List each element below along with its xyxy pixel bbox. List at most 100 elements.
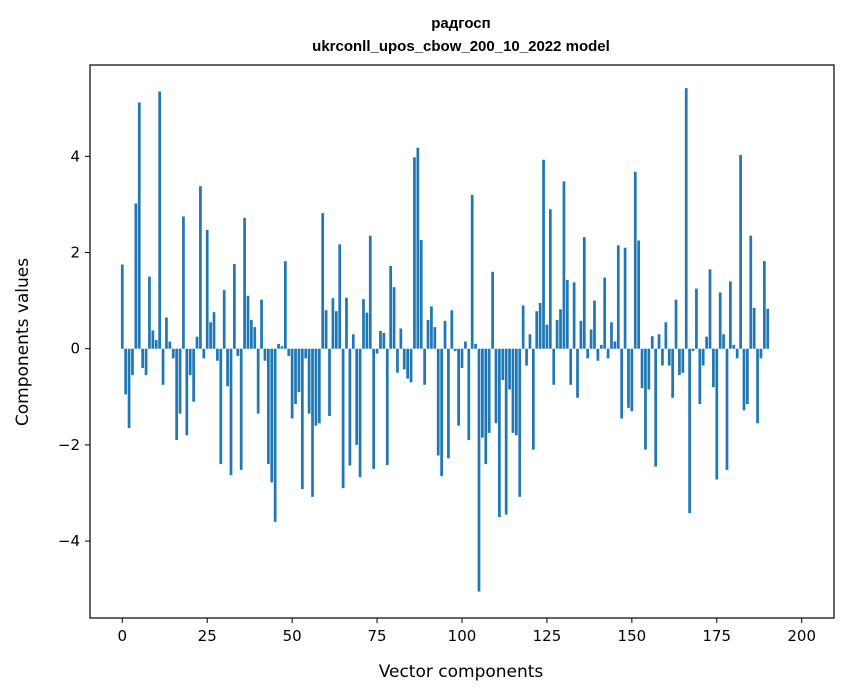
bar-13 (165, 317, 168, 349)
bar-89 (423, 348, 426, 385)
bar-143 (606, 348, 610, 359)
bar-45 (273, 348, 277, 522)
x-tick-label: 25 (198, 627, 217, 645)
bar-97 (450, 310, 454, 349)
bar-148 (623, 247, 627, 349)
chart-subtitle: ukrconll_upos_cbow_200_10_2022 model (312, 38, 610, 55)
bar-59 (321, 213, 325, 349)
bar-20 (188, 348, 192, 376)
bar-170 (698, 348, 702, 405)
bar-76 (379, 330, 382, 349)
bar-104 (474, 343, 477, 349)
bar-85 (409, 348, 413, 383)
x-tick-label: 125 (533, 627, 562, 645)
bar-174 (712, 348, 715, 388)
bar-34 (236, 348, 240, 356)
bar-98 (453, 348, 457, 352)
bar-28 (216, 348, 219, 361)
bar-15 (171, 348, 175, 359)
bar-154 (644, 348, 647, 450)
bar-66 (345, 297, 348, 349)
bar-32 (229, 348, 233, 476)
bar-189 (763, 261, 766, 349)
bar-115 (511, 348, 515, 433)
bar-111 (498, 348, 501, 518)
bar-112 (501, 348, 505, 380)
bar-39 (253, 327, 257, 349)
bar-124 (542, 159, 545, 349)
bar-101 (464, 341, 467, 349)
bar-140 (596, 348, 600, 361)
bar-175 (715, 348, 719, 480)
bar-74 (372, 348, 376, 469)
x-tick-label: 75 (368, 627, 387, 645)
bar-56 (311, 348, 314, 497)
chart-title: радгосп (431, 15, 490, 32)
bar-123 (538, 303, 542, 349)
bar-91 (430, 306, 433, 349)
x-tick-label: 200 (787, 627, 816, 645)
bar-142 (603, 277, 607, 349)
bar-11 (158, 91, 161, 349)
bar-183 (742, 348, 746, 411)
bar-96 (447, 348, 450, 459)
bar-71 (362, 299, 365, 349)
bar-113 (504, 348, 508, 515)
bar-110 (494, 348, 498, 424)
bar-169 (695, 288, 698, 349)
bar-133 (572, 282, 576, 349)
bar-136 (582, 237, 586, 349)
x-tick-label: 50 (283, 627, 302, 645)
bar-141 (599, 344, 603, 349)
bar-137 (586, 348, 590, 359)
bar-43 (267, 348, 270, 465)
bar-94 (440, 348, 443, 477)
bars-group (120, 88, 770, 592)
x-tick-label: 175 (702, 627, 731, 645)
bar-144 (610, 322, 613, 349)
bar-81 (396, 348, 399, 373)
bar-26 (209, 322, 212, 349)
bar-69 (355, 348, 359, 445)
y-tick-label: 2 (70, 244, 80, 262)
bar-24 (202, 348, 206, 359)
bar-78 (385, 348, 389, 466)
bar-14 (168, 341, 172, 349)
bar-135 (579, 320, 583, 349)
bar-35 (239, 348, 243, 470)
bar-128 (555, 319, 559, 349)
bar-108 (487, 348, 491, 433)
bar-93 (436, 348, 440, 456)
y-axis-label: Components values (13, 258, 33, 426)
bar-16 (175, 348, 178, 441)
bar-86 (413, 157, 416, 349)
bar-47 (280, 346, 284, 349)
x-tick-label: 150 (618, 627, 647, 645)
bar-4 (134, 203, 138, 349)
bar-38 (250, 319, 253, 349)
bar-126 (548, 209, 552, 349)
bar-58 (317, 348, 321, 424)
bar-82 (399, 328, 403, 349)
bar-157 (654, 348, 657, 467)
bar-177 (722, 334, 725, 349)
bar-80 (392, 287, 396, 349)
bar-120 (528, 334, 532, 349)
bar-46 (277, 343, 280, 349)
bar-55 (307, 348, 311, 414)
bar-57 (314, 348, 318, 426)
bar-159 (661, 348, 664, 366)
bar-122 (535, 311, 539, 349)
bar-105 (477, 348, 481, 592)
bar-2 (127, 348, 131, 429)
bar-33 (233, 264, 236, 349)
bar-1 (124, 348, 128, 395)
bar-30 (222, 290, 226, 349)
bar-160 (664, 322, 668, 349)
bar-9 (151, 330, 155, 349)
bar-106 (481, 348, 484, 438)
bar-75 (375, 348, 379, 354)
bar-99 (457, 348, 460, 426)
bar-41 (260, 299, 263, 349)
bar-73 (368, 235, 372, 349)
